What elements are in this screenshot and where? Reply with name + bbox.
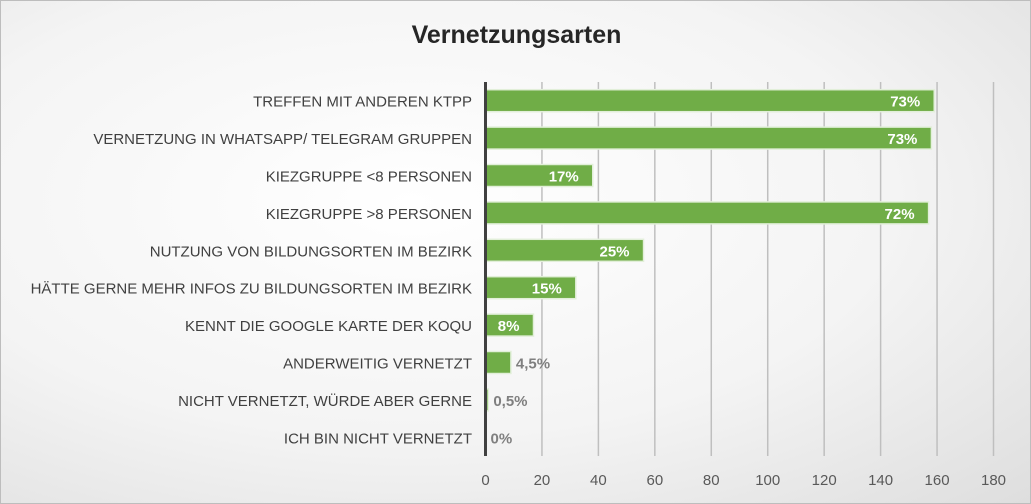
category-label: TREFFEN MIT ANDEREN KTPP xyxy=(253,94,472,111)
x-tick-label: 120 xyxy=(812,472,837,489)
category-label: KIEZGRUPPE <8 PERSONEN xyxy=(266,169,472,186)
bar xyxy=(484,350,512,375)
data-label: 0,5% xyxy=(493,393,527,410)
category-label: ICH BIN NICHT VERNETZT xyxy=(284,430,472,447)
bar xyxy=(484,88,935,113)
category-label: VERNETZUNG IN WHATSAPP/ TELEGRAM GRUPPEN xyxy=(93,131,472,148)
data-label: 25% xyxy=(600,243,630,260)
data-label: 8% xyxy=(498,318,520,335)
data-label: 73% xyxy=(887,131,917,148)
data-label: 15% xyxy=(532,281,562,298)
category-label: KIEZGRUPPE >8 PERSONEN xyxy=(266,206,472,223)
data-label: 4,5% xyxy=(516,356,550,373)
bar xyxy=(484,201,930,225)
category-label: HÄTTE GERNE MEHR INFOS ZU BILDUNGSORTEN … xyxy=(31,281,472,298)
category-label: ANDERWEITIG VERNETZT xyxy=(283,356,472,373)
data-label: 17% xyxy=(549,169,579,186)
x-tick-label: 20 xyxy=(534,472,551,489)
x-tick-label: 100 xyxy=(755,472,780,489)
data-label: 0% xyxy=(491,430,513,447)
category-label: NICHT VERNETZT, WÜRDE ABER GERNE xyxy=(178,392,472,410)
x-tick-label: 140 xyxy=(868,472,893,489)
x-tick-label: 0 xyxy=(481,472,489,489)
x-tick-label: 80 xyxy=(703,472,720,489)
x-tick-label: 180 xyxy=(981,472,1006,489)
data-label: 72% xyxy=(885,206,915,223)
category-label: KENNT DIE GOOGLE KARTE DER KOQU xyxy=(185,318,472,335)
category-label: NUTZUNG VON BILDUNGSORTEN IM BEZIRK xyxy=(150,243,472,260)
x-tick-label: 40 xyxy=(590,472,607,489)
bar xyxy=(484,275,577,300)
x-tick-label: 160 xyxy=(925,472,950,489)
chart-title: Vernetzungsarten xyxy=(411,21,622,49)
bar xyxy=(484,126,933,150)
x-tick-label: 60 xyxy=(646,472,663,489)
data-label: 73% xyxy=(890,94,920,111)
